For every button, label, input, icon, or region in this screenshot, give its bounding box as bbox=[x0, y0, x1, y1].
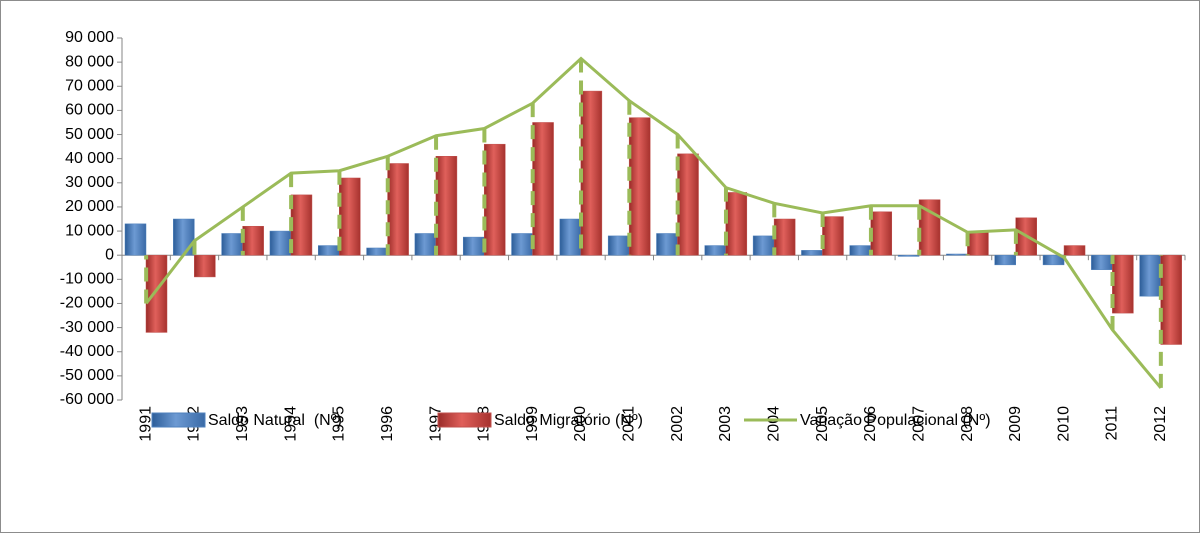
x-tick-label: 2003 bbox=[717, 406, 734, 442]
x-tick-label: 2006 bbox=[862, 406, 879, 442]
y-tick-label: -40 000 bbox=[60, 343, 114, 360]
bar bbox=[773, 218, 796, 256]
bar bbox=[1139, 254, 1161, 297]
y-tick-label: -60 000 bbox=[60, 391, 114, 408]
y-tick-label: 80 000 bbox=[65, 53, 114, 70]
legend-swatch bbox=[151, 412, 206, 428]
y-tick-label: 60 000 bbox=[65, 102, 114, 119]
bar bbox=[897, 254, 920, 257]
bar bbox=[628, 117, 651, 256]
bar bbox=[221, 233, 243, 256]
bar bbox=[559, 218, 582, 256]
legend-label: Saldo Migratório (Nº) bbox=[494, 412, 643, 429]
y-tick-label: -20 000 bbox=[60, 295, 114, 312]
bar bbox=[194, 254, 216, 278]
bar bbox=[462, 236, 485, 256]
x-tick-label: 2007 bbox=[910, 406, 927, 442]
y-tick-label: -30 000 bbox=[60, 319, 114, 336]
bar bbox=[483, 143, 506, 256]
bar bbox=[967, 232, 989, 256]
x-tick-label: 2012 bbox=[1152, 406, 1169, 442]
bar bbox=[339, 177, 361, 256]
bar bbox=[1160, 254, 1182, 345]
bar bbox=[318, 245, 340, 256]
y-tick-label: 40 000 bbox=[65, 150, 114, 167]
bar bbox=[704, 245, 727, 256]
y-tick-label: 30 000 bbox=[65, 174, 114, 191]
legend-swatch bbox=[437, 412, 492, 428]
x-tick-label: 2000 bbox=[572, 406, 589, 442]
bar bbox=[994, 254, 1016, 266]
bar bbox=[290, 194, 313, 256]
legend-label: Saldo Natural (Nº) bbox=[208, 412, 342, 429]
bar bbox=[725, 192, 748, 256]
bar bbox=[752, 235, 775, 256]
y-tick-label: 90 000 bbox=[65, 29, 114, 46]
legend-label: Variação Populacional (Nº) bbox=[800, 412, 991, 429]
bar bbox=[1063, 245, 1086, 256]
x-tick-label: 1999 bbox=[524, 406, 541, 442]
bar bbox=[242, 225, 264, 256]
x-tick-label: 1996 bbox=[379, 406, 396, 442]
x-tick-label: 2008 bbox=[959, 406, 976, 442]
bar bbox=[1091, 254, 1113, 270]
y-tick-label: 20 000 bbox=[65, 198, 114, 215]
y-tick-label: 10 000 bbox=[65, 222, 114, 239]
bar bbox=[822, 216, 844, 256]
bar bbox=[1112, 254, 1134, 314]
x-tick-label: 1993 bbox=[234, 406, 251, 442]
bar bbox=[607, 235, 630, 256]
y-tick-label: -50 000 bbox=[60, 367, 114, 384]
x-tick-label: 2002 bbox=[669, 406, 686, 442]
bar bbox=[124, 223, 147, 256]
x-tick-label: 2009 bbox=[1007, 406, 1024, 442]
bar bbox=[145, 254, 168, 333]
bar bbox=[946, 253, 968, 256]
bar bbox=[580, 90, 603, 256]
x-tick-label: 1995 bbox=[331, 406, 348, 442]
bar bbox=[387, 163, 409, 256]
x-tick-label: 2004 bbox=[766, 406, 783, 442]
bar bbox=[870, 211, 893, 256]
x-tick-label: 2001 bbox=[621, 406, 638, 442]
bar bbox=[801, 250, 823, 256]
bar bbox=[677, 153, 699, 256]
bar bbox=[656, 233, 678, 256]
bar bbox=[849, 245, 872, 256]
y-tick-label: -10 000 bbox=[60, 271, 114, 288]
x-tick-label: 1991 bbox=[137, 406, 154, 442]
bar bbox=[414, 233, 437, 256]
bar bbox=[366, 247, 388, 256]
bar bbox=[511, 233, 533, 256]
x-tick-label: 1994 bbox=[282, 406, 299, 442]
y-tick-label: 50 000 bbox=[65, 126, 114, 143]
y-tick-label: 0 bbox=[105, 246, 114, 263]
bar bbox=[435, 156, 458, 256]
y-tick-label: 70 000 bbox=[65, 77, 114, 94]
line bbox=[144, 56, 1162, 389]
bar bbox=[269, 230, 292, 256]
x-tick-label: 2005 bbox=[814, 406, 831, 442]
x-tick-label: 2011 bbox=[1104, 406, 1121, 441]
x-tick-label: 2010 bbox=[1055, 406, 1072, 442]
bar bbox=[173, 218, 195, 256]
bar bbox=[532, 122, 554, 256]
